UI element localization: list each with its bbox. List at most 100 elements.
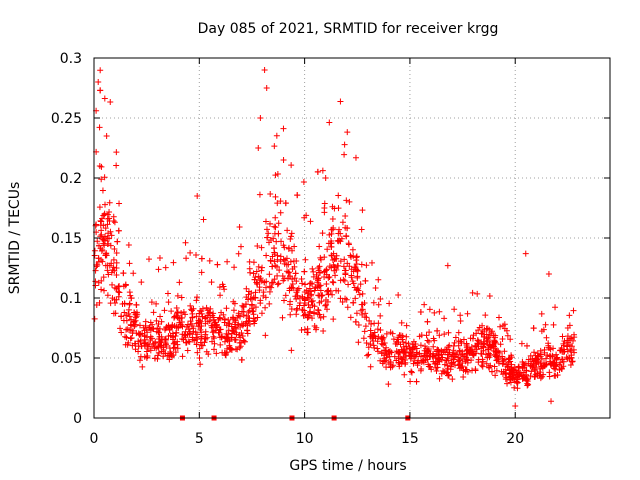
data-point [274, 200, 281, 207]
data-point [225, 316, 232, 323]
data-point [340, 276, 347, 283]
data-point [316, 243, 323, 250]
data-point [424, 318, 431, 325]
data-point [560, 363, 567, 370]
data-point [247, 269, 254, 276]
data-point [482, 312, 489, 319]
data-point [161, 336, 168, 343]
data-point [209, 322, 216, 329]
data-point [310, 268, 317, 275]
data-point [266, 288, 273, 295]
data-point [407, 345, 414, 352]
data-point [156, 325, 163, 332]
data-point [182, 328, 189, 335]
data-point [252, 304, 259, 311]
data-point [380, 341, 387, 348]
data-point [401, 348, 408, 355]
data-point [510, 366, 517, 373]
data-point [155, 266, 162, 273]
data-point [217, 292, 224, 299]
data-point [339, 298, 346, 305]
data-point [237, 243, 244, 250]
data-point [552, 372, 559, 379]
data-point [211, 346, 218, 353]
data-point [567, 361, 574, 368]
data-point [324, 288, 331, 295]
data-point [375, 301, 382, 308]
data-point [499, 336, 506, 343]
data-point [370, 332, 377, 339]
data-point [515, 363, 522, 370]
data-point [438, 347, 445, 354]
data-point [155, 343, 162, 350]
data-point [491, 339, 498, 346]
data-point [126, 301, 133, 308]
data-point [402, 349, 409, 356]
data-point [194, 294, 201, 301]
data-point [275, 230, 282, 237]
data-point [189, 314, 196, 321]
data-point [235, 321, 242, 328]
data-point [238, 330, 245, 337]
data-point [155, 329, 162, 336]
data-point [150, 325, 157, 332]
data-point [396, 361, 403, 368]
data-point [531, 367, 538, 374]
data-point [502, 366, 509, 373]
data-point [349, 278, 356, 285]
data-point [166, 356, 173, 363]
data-point [239, 308, 246, 315]
data-point [235, 250, 242, 257]
data-point [398, 355, 405, 362]
data-point [174, 314, 181, 321]
data-point [563, 354, 570, 361]
data-point [95, 279, 102, 286]
data-point [352, 266, 359, 273]
data-point [307, 218, 314, 225]
data-point [106, 199, 113, 206]
data-point [282, 200, 289, 207]
data-point [221, 286, 228, 293]
data-point [329, 278, 336, 285]
y-tick-label: 0 [73, 411, 82, 427]
data-point [424, 356, 431, 363]
data-point [335, 205, 342, 212]
data-point [150, 309, 157, 316]
data-point [271, 249, 278, 256]
data-point [326, 231, 333, 238]
data-point [113, 162, 120, 169]
data-point [493, 367, 500, 374]
data-point [174, 292, 181, 299]
data-point [135, 343, 142, 350]
data-point [557, 359, 564, 366]
data-point [355, 321, 362, 328]
data-point [199, 313, 206, 320]
data-point [203, 348, 210, 355]
data-point [213, 323, 220, 330]
data-point [171, 322, 178, 329]
data-point [399, 356, 406, 363]
data-point [341, 151, 348, 158]
data-point [162, 264, 169, 271]
data-point [548, 361, 555, 368]
data-point [172, 332, 179, 339]
data-point [287, 311, 294, 318]
data-point [319, 292, 326, 299]
data-point [318, 298, 325, 305]
data-point [140, 324, 147, 331]
data-point [413, 345, 420, 352]
data-point [97, 67, 104, 74]
data-point [334, 262, 341, 269]
data-point [173, 305, 180, 312]
data-point [147, 347, 154, 354]
data-point [460, 373, 467, 380]
data-point [417, 309, 424, 316]
data-point [434, 327, 441, 334]
data-point [441, 331, 448, 338]
data-point [319, 167, 326, 174]
data-point [528, 368, 535, 375]
data-point [110, 256, 117, 263]
data-point [403, 333, 410, 340]
data-point [559, 333, 566, 340]
y-tick-label: 0.1 [60, 291, 82, 307]
